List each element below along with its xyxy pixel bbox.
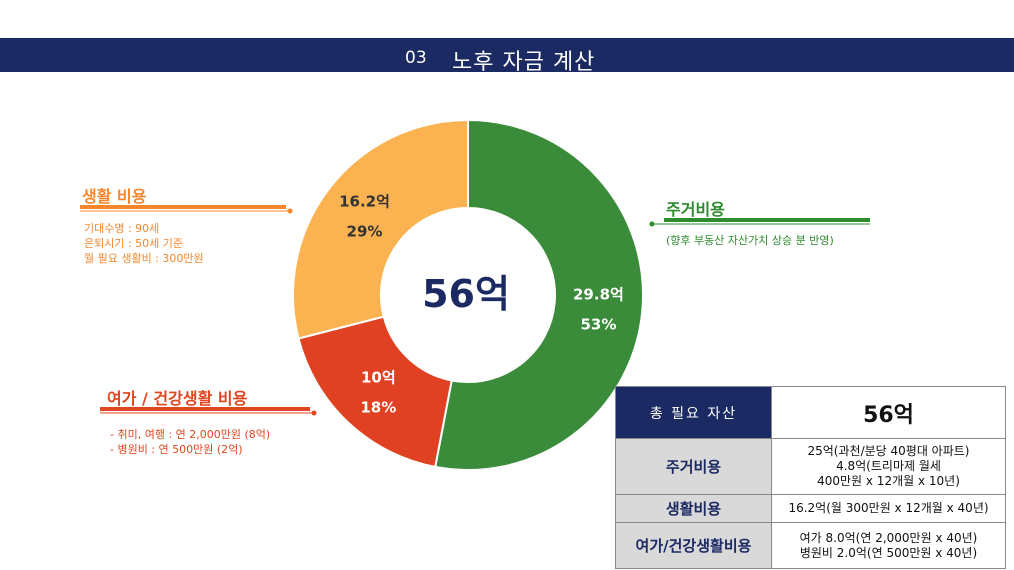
housing-row-label: 주거비용 <box>615 438 772 495</box>
living-cost-underline <box>80 205 286 209</box>
housing-note: (향후 부동산 자산가치 상승 분 반영) <box>666 234 834 247</box>
detail-line: 16.2억(월 300만원 x 12개월 x 40년) <box>788 501 989 515</box>
donut-slice-1 <box>297 315 453 469</box>
leisure-connector-dot <box>311 410 317 416</box>
detail-line: 여가 8.0억(연 2,000만원 x 40년) <box>799 530 978 545</box>
housing-cost-notes: (향후 부동산 자산가치 상승 분 반영) <box>666 233 834 248</box>
header-bar <box>0 38 1014 72</box>
living-row-label: 생활비용 <box>615 494 772 523</box>
summary-table: 총 필요 자산 56억 주거비용 25억(과천/분당 40평대 아파트) 4.8… <box>615 386 1006 569</box>
center-total-label: 56억 <box>422 272 510 316</box>
living-note: 기대수명 : 90세 <box>84 222 160 235</box>
detail-line: 400만원 x 12개월 x 10년) <box>817 474 960 488</box>
living-cost-notes: 기대수명 : 90세 은퇴시기 : 50세 기준 월 필요 생활비 : 300만… <box>84 221 204 266</box>
table-row: 총 필요 자산 56억 <box>615 386 1006 439</box>
living-cost-title: 생활 비용 <box>82 187 147 206</box>
slice-percent-label: 18% <box>360 398 396 416</box>
leisure-cost-underline <box>100 407 310 411</box>
slice-percent-label: 29% <box>347 223 383 241</box>
section-number: 03 <box>405 48 427 68</box>
page-title: 노후 자금 계산 <box>452 50 596 75</box>
leisure-note: - 병원비 : 연 500만원 (2억) <box>110 443 243 456</box>
living-note: 은퇴시기 : 50세 기준 <box>84 237 184 250</box>
slice-amount-label: 29.8억 <box>573 285 624 303</box>
leisure-row-detail: 여가 8.0억(연 2,000만원 x 40년) 병원비 2.0억(연 500만… <box>771 522 1006 569</box>
donut-slice-2 <box>292 118 469 340</box>
housing-connector-dot <box>649 221 655 227</box>
table-row: 여가/건강생활비용 여가 8.0억(연 2,000만원 x 40년) 병원비 2… <box>615 522 1006 569</box>
total-asset-label: 총 필요 자산 <box>615 386 772 439</box>
detail-line: 25억(과천/분당 40평대 아파트) <box>807 444 970 458</box>
table-row: 주거비용 25억(과천/분당 40평대 아파트) 4.8억(트리마제 월세 40… <box>615 438 1006 495</box>
total-asset-value: 56억 <box>771 386 1006 439</box>
housing-row-detail: 25억(과천/분당 40평대 아파트) 4.8억(트리마제 월세 400만원 x… <box>771 438 1006 495</box>
leisure-cost-title: 여가 / 건강생활 비용 <box>107 389 248 408</box>
table-row: 생활비용 16.2억(월 300만원 x 12개월 x 40년) <box>615 494 1006 523</box>
leisure-row-label: 여가/건강생활비용 <box>615 522 772 569</box>
living-connector-dot <box>287 208 293 214</box>
living-row-detail: 16.2억(월 300만원 x 12개월 x 40년) <box>771 494 1006 523</box>
housing-cost-underline <box>664 218 870 222</box>
slice-amount-label: 16.2억 <box>339 193 390 211</box>
donut-slice-0 <box>434 118 645 471</box>
leisure-cost-notes: - 취미, 여행 : 연 2,000만원 (8억) - 병원비 : 연 500만… <box>110 427 270 457</box>
slice-percent-label: 53% <box>580 315 616 333</box>
living-note: 월 필요 생활비 : 300만원 <box>84 252 204 265</box>
detail-line: 병원비 2.0억(연 500만원 x 40년) <box>799 545 978 560</box>
detail-line: 4.8억(트리마제 월세 <box>836 459 941 473</box>
leisure-note: - 취미, 여행 : 연 2,000만원 (8억) <box>110 428 271 441</box>
slice-amount-label: 10억 <box>361 368 396 386</box>
housing-cost-title: 주거비용 <box>666 200 725 219</box>
